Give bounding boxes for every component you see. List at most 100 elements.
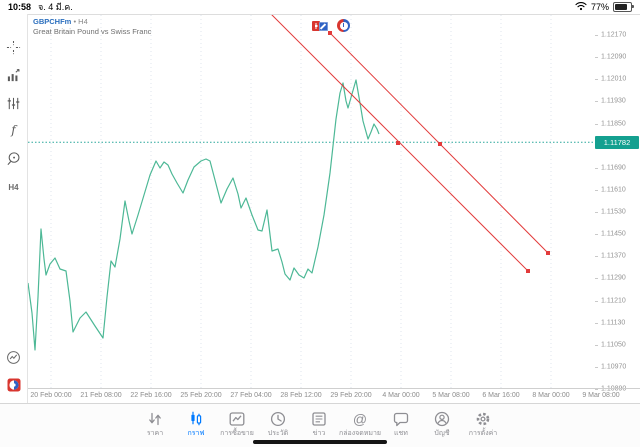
gbp-flag-icon xyxy=(319,22,328,31)
timeframe-label: H4 xyxy=(8,182,19,192)
tab-accounts[interactable]: บัญชี xyxy=(416,410,468,437)
accounts-icon xyxy=(433,410,451,428)
indicators-button[interactable] xyxy=(0,64,27,86)
price-axis-tick xyxy=(595,389,598,390)
status-bar: 10:58 จ. 4 มี.ค. 77% xyxy=(0,0,640,14)
market-clock-icon[interactable] xyxy=(337,19,350,32)
tab-label: ประวัติ xyxy=(267,430,289,437)
price-axis-tick xyxy=(595,234,598,236)
tab-chart[interactable]: กราฟ xyxy=(170,410,222,437)
battery-percent: 77% xyxy=(590,2,609,12)
battery-icon xyxy=(613,2,634,12)
price-axis-label: 1.11210 xyxy=(601,297,626,304)
price-axis-tick xyxy=(595,57,598,59)
price-axis-label: 1.11290 xyxy=(601,274,626,282)
time-axis-label: 25 Feb 20:00 xyxy=(180,392,222,399)
price-axis-label: 1.11370 xyxy=(601,252,626,260)
trendline-marker xyxy=(396,141,400,145)
status-time: 10:58 xyxy=(8,2,32,12)
price-line-series xyxy=(28,79,380,351)
chart-area[interactable]: GBPCHFm • H4 Great Britain Pound vs Swis… xyxy=(28,14,595,389)
tab-label: ข่าว xyxy=(312,430,326,437)
object-settings-button[interactable] xyxy=(0,92,27,114)
functions-button[interactable]: f xyxy=(0,119,27,141)
chart-preview-icon xyxy=(7,350,20,364)
objects-button[interactable] xyxy=(0,147,27,169)
time-axis-label: 6 Mar 16:00 xyxy=(482,392,520,399)
crosshair-icon xyxy=(6,40,21,54)
trendline-marker xyxy=(546,251,550,255)
time-axis-label: 8 Mar 00:00 xyxy=(532,392,570,399)
status-date: จ. 4 มี.ค. xyxy=(38,2,73,12)
home-indicator[interactable] xyxy=(253,440,387,444)
time-axis-label: 27 Feb 04:00 xyxy=(230,392,272,399)
price-axis-tick xyxy=(595,278,598,280)
indicators-bars-icon xyxy=(7,68,20,81)
price-axis-label: 1.10890 xyxy=(601,385,627,393)
tab-trade[interactable]: การซื้อขาย xyxy=(211,410,263,437)
tab-news[interactable]: ข่าว xyxy=(293,410,345,437)
price-axis-tick xyxy=(595,300,598,302)
tab-label: กราฟ xyxy=(187,430,205,437)
time-axis-label: 4 Mar 00:00 xyxy=(382,392,420,399)
tab-label: บัญชี xyxy=(434,430,450,437)
price-axis-tick xyxy=(595,366,598,368)
price-axis-tick xyxy=(595,189,598,191)
price-axis[interactable]: 1.11782 1.12170 1.12090 1.12010 1.11930 1.11… xyxy=(595,14,640,403)
settings-icon xyxy=(474,410,492,428)
objects-lasso-icon xyxy=(7,151,20,165)
chart-toolbar-left: f H4 xyxy=(0,14,28,403)
time-axis-label: 20 Feb 00:00 xyxy=(30,392,72,399)
tab-label: แชท xyxy=(394,430,408,437)
trade-icon xyxy=(228,410,246,428)
price-axis-tick xyxy=(595,256,598,258)
price-axis-label: 1.12170 xyxy=(601,31,627,39)
price-axis-label: 1.12010 xyxy=(601,75,627,83)
tab-quotes[interactable]: ราคา xyxy=(129,410,181,437)
chart-icon xyxy=(187,410,205,428)
trendline-marker xyxy=(526,269,530,273)
price-axis-tick xyxy=(595,79,598,81)
price-axis-tick xyxy=(595,322,598,324)
chf-flag-icon xyxy=(312,21,320,31)
price-axis-label: 1.11450 xyxy=(601,230,626,238)
community-button[interactable] xyxy=(0,374,27,396)
time-axis-label: 5 Mar 08:00 xyxy=(432,392,470,399)
time-axis-label: 28 Feb 12:00 xyxy=(280,392,322,399)
tab-settings[interactable]: การตั้งค่า xyxy=(457,410,509,437)
time-axis[interactable]: 20 Feb 00:00 21 Feb 08:00 22 Feb 16:00 25 F… xyxy=(28,388,640,404)
price-axis-tick xyxy=(595,167,598,169)
current-price-tag: 1.11782 xyxy=(595,135,639,149)
tab-mailbox[interactable]: @ กล่องจดหมาย xyxy=(334,410,386,437)
quotes-icon xyxy=(146,410,164,428)
community-icon xyxy=(7,378,20,392)
timeframe-button[interactable]: H4 xyxy=(0,176,27,198)
trendline-marker xyxy=(328,31,332,35)
tab-history[interactable]: ประวัติ xyxy=(252,410,304,437)
price-axis-label: 1.11050 xyxy=(601,341,626,349)
tab-label: การตั้งค่า xyxy=(468,430,498,437)
sliders-icon xyxy=(7,97,20,109)
price-axis-tick xyxy=(595,212,598,213)
wifi-icon xyxy=(575,1,587,13)
tab-label: ราคา xyxy=(146,430,164,437)
function-icon: f xyxy=(11,123,16,137)
price-axis-label: 1.11930 xyxy=(601,97,626,105)
currency-flags-icon[interactable] xyxy=(312,21,328,32)
tab-label: กล่องจดหมาย xyxy=(338,430,382,437)
tab-chat[interactable]: แชท xyxy=(375,410,427,437)
time-axis-label: 9 Mar 08:00 xyxy=(582,392,620,399)
news-icon xyxy=(310,410,328,428)
crosshair-tool-button[interactable] xyxy=(0,36,27,58)
bottom-toolbar: ราคา กราฟ การซื้อขาย ประวัติ ข่าว @ กล่องจดหมา… xyxy=(0,403,640,447)
price-axis-label: 1.11130 xyxy=(601,319,626,327)
price-axis-tick xyxy=(595,344,598,346)
time-axis-label: 21 Feb 08:00 xyxy=(80,392,122,399)
price-axis-tick xyxy=(595,123,598,125)
price-axis-label: 1.10970 xyxy=(601,363,627,371)
price-axis-tick xyxy=(595,35,598,36)
price-axis-label: 1.11530 xyxy=(601,208,626,216)
price-axis-label: 1.11610 xyxy=(601,186,626,194)
chart-preview-button[interactable] xyxy=(0,346,27,368)
price-chart xyxy=(28,15,595,389)
